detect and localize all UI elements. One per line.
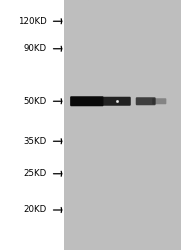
Text: 35KD: 35KD (24, 137, 47, 146)
Text: 10ng: 10ng (110, 0, 133, 1)
Text: 20KD: 20KD (24, 206, 47, 214)
FancyBboxPatch shape (136, 97, 156, 105)
Text: 90KD: 90KD (24, 44, 47, 53)
Text: 5ng: 5ng (139, 0, 158, 1)
FancyBboxPatch shape (64, 0, 181, 250)
Text: 25KD: 25KD (24, 169, 47, 178)
FancyBboxPatch shape (70, 96, 104, 106)
Text: 20ng: 20ng (81, 0, 103, 1)
Text: 50KD: 50KD (24, 97, 47, 106)
FancyBboxPatch shape (103, 97, 131, 106)
Text: 120KD: 120KD (18, 17, 47, 26)
FancyBboxPatch shape (152, 98, 166, 104)
